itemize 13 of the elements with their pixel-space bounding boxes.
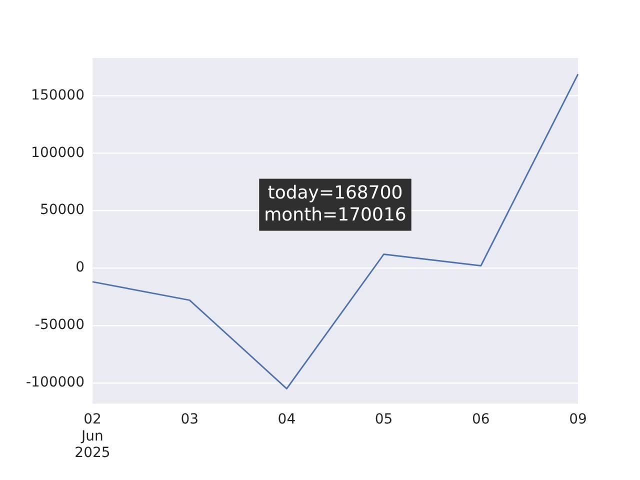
y-tick-label: 0: [76, 260, 84, 276]
annotation: today=168700 month=170016: [264, 182, 406, 226]
x-tick-label: 05: [374, 412, 393, 428]
x-tick-label: 03: [180, 412, 199, 428]
x-tick-label: 02 Jun 2025: [74, 412, 110, 462]
y-tick-label: 50000: [40, 202, 84, 218]
x-tick-label: 04: [278, 412, 296, 428]
y-tick-label: -100000: [26, 374, 84, 391]
x-tick-label: 06: [472, 412, 490, 428]
y-tick-label: 100000: [31, 144, 84, 161]
y-tick-label: -50000: [34, 317, 84, 334]
x-tick-label: 09: [569, 412, 587, 428]
y-tick-label: 150000: [31, 87, 84, 104]
